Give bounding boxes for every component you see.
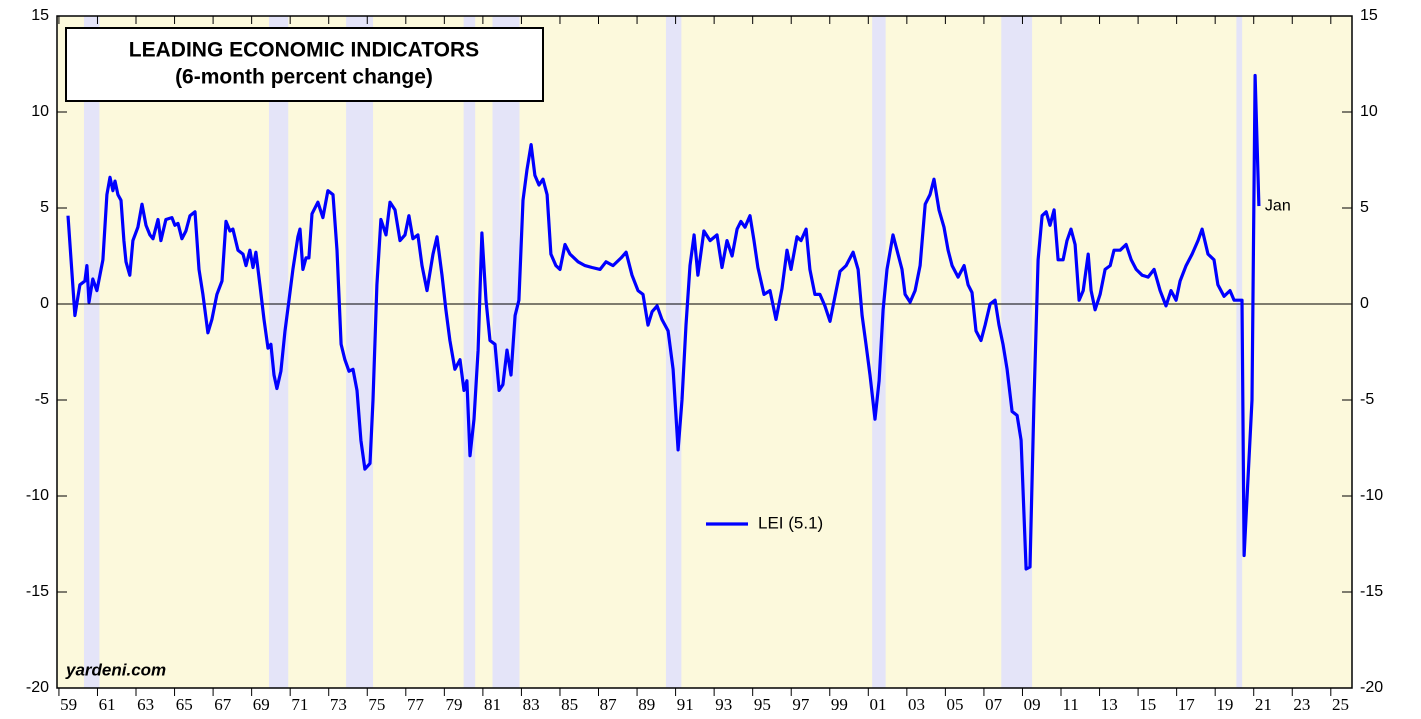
- x-tick-label: 99: [831, 695, 848, 714]
- series-line: [66, 73, 1261, 571]
- recession-band: [1001, 16, 1033, 688]
- x-tick-label: 85: [561, 695, 578, 714]
- y-tick-label: 5: [40, 199, 49, 216]
- x-tick-label: 95: [754, 695, 771, 714]
- x-tick-label: 23: [1293, 695, 1310, 714]
- plot-background: [57, 16, 1352, 688]
- y-tick-label: -10: [26, 487, 49, 504]
- x-tick-label: 69: [253, 695, 270, 714]
- y-tick-label: 10: [31, 103, 49, 120]
- plot-frame: [56, 15, 1353, 689]
- recession-band: [463, 16, 476, 688]
- x-tick-label: 25: [1332, 695, 1349, 714]
- x-tick-label: 13: [1101, 695, 1118, 714]
- y-tick-label: -20: [26, 679, 49, 696]
- x-tick-label: 17: [1178, 695, 1196, 714]
- x-tick-label: 89: [638, 695, 655, 714]
- chart-title: LEADING ECONOMIC INDICATORS: [129, 39, 479, 62]
- recession-band: [83, 16, 100, 688]
- y2-tick-label: 5: [1360, 199, 1369, 216]
- x-tick-label: 71: [291, 695, 308, 714]
- legend-label: LEI (5.1): [758, 513, 823, 532]
- x-tick-label: 77: [407, 695, 425, 714]
- x-tick-label: 75: [368, 695, 385, 714]
- recession-band: [665, 16, 682, 688]
- y2-tick-label: -10: [1360, 487, 1383, 504]
- x-tick-label: 21: [1255, 695, 1272, 714]
- y2-tick-label: 10: [1360, 103, 1378, 120]
- x-tick-label: 59: [60, 695, 77, 714]
- source: yardeni.com: [65, 660, 166, 679]
- y2-tick-label: -15: [1360, 583, 1383, 600]
- x-tick-label: 67: [214, 695, 232, 714]
- x-tick-label: 65: [176, 695, 193, 714]
- chart-subtitle: (6-month percent change): [175, 66, 433, 89]
- x-tick-label: 97: [792, 695, 810, 714]
- x-tick-label: 15: [1139, 695, 1156, 714]
- recession-band: [1236, 16, 1243, 688]
- recession-band: [872, 16, 886, 688]
- x-tick-label: 19: [1216, 695, 1233, 714]
- x-tick-label: 93: [715, 695, 732, 714]
- annotation: Jan: [1265, 197, 1291, 214]
- y-tick-label: 0: [40, 295, 49, 312]
- recession-band: [346, 16, 374, 688]
- x-tick-label: 05: [947, 695, 964, 714]
- x-tick-label: 63: [137, 695, 154, 714]
- x-tick-label: 79: [445, 695, 462, 714]
- x-tick-label: 91: [677, 695, 694, 714]
- x-tick-label: 03: [908, 695, 925, 714]
- x-tick-label: 83: [523, 695, 540, 714]
- x-tick-label: 07: [985, 695, 1003, 714]
- y2-tick-label: -20: [1360, 679, 1383, 696]
- y-tick-label: -15: [26, 583, 49, 600]
- x-tick-label: 11: [1062, 695, 1078, 714]
- x-tick-label: 01: [869, 695, 886, 714]
- y-tick-label: 15: [31, 7, 49, 24]
- y-tick-label: -5: [35, 391, 49, 408]
- title-box: [65, 27, 544, 102]
- recession-band: [268, 16, 289, 688]
- y2-tick-label: 0: [1360, 295, 1369, 312]
- x-tick-label: 81: [484, 695, 501, 714]
- x-tick-label: 09: [1024, 695, 1041, 714]
- x-tick-label: 61: [99, 695, 116, 714]
- x-tick-label: 73: [330, 695, 347, 714]
- y2-tick-label: -5: [1360, 391, 1374, 408]
- x-tick-label: 87: [600, 695, 618, 714]
- y2-tick-label: 15: [1360, 7, 1378, 24]
